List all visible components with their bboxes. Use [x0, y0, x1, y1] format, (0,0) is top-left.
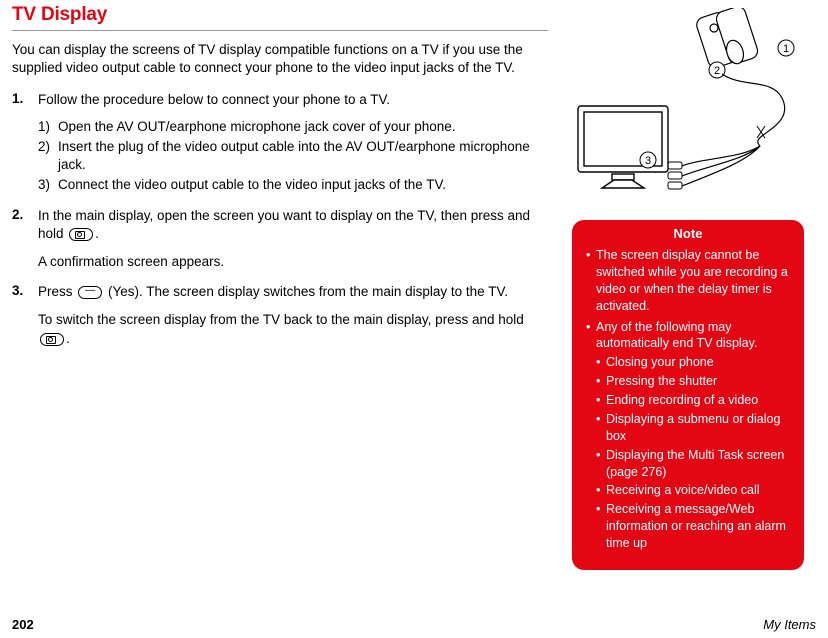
note-subitem: Displaying a submenu or dialog box — [596, 411, 790, 445]
note-item-text: Any of the following may automatically e… — [596, 320, 757, 351]
step-1: 1. Follow the procedure below to connect… — [12, 91, 548, 194]
note-item: The screen display cannot be switched wh… — [586, 247, 790, 315]
note-list: The screen display cannot be switched wh… — [586, 247, 790, 552]
step-after: To switch the screen display from the TV… — [38, 311, 548, 347]
page-number: 202 — [12, 617, 34, 632]
step-3: 3. Press (Yes). The screen display switc… — [12, 283, 548, 348]
note-subitem: Displaying the Multi Task screen (page 2… — [596, 447, 790, 481]
substep-text: Connect the video output cable to the vi… — [58, 176, 446, 194]
step-number: 1. — [12, 91, 28, 109]
substep-1: 1) Open the AV OUT/earphone microphone j… — [38, 118, 548, 136]
step-after-b: . — [66, 331, 70, 346]
note-subitem: Receiving a voice/video call — [596, 482, 790, 499]
step-text: Press (Yes). The screen display switches… — [38, 283, 548, 348]
side-column: 2 1 — [572, 0, 804, 570]
step-after: A confirmation screen appears. — [38, 253, 548, 271]
substep-marker: 1) — [38, 118, 58, 136]
connection-illustration: 2 1 — [572, 8, 804, 208]
step-2: 2. In the main display, open the screen … — [12, 207, 548, 272]
substep-text: Insert the plug of the video output cabl… — [58, 138, 548, 174]
softkey-icon — [78, 286, 102, 299]
step-text-b: . — [95, 226, 99, 241]
main-column: TV Display You can display the screens o… — [12, 0, 572, 570]
substep-3: 3) Connect the video output cable to the… — [38, 176, 548, 194]
step-text: In the main display, open the screen you… — [38, 207, 548, 272]
note-subitem: Pressing the shutter — [596, 373, 790, 390]
title-rule — [12, 30, 548, 31]
substep-marker: 3) — [38, 176, 58, 194]
callout-3: 3 — [645, 155, 651, 167]
section-name: My Items — [763, 617, 816, 632]
page: TV Display You can display the screens o… — [0, 0, 828, 570]
page-footer: 202 My Items — [12, 617, 816, 632]
intro-paragraph: You can display the screens of TV displa… — [12, 41, 548, 77]
step-number: 2. — [12, 207, 28, 272]
step-text-a: In the main display, open the screen you… — [38, 208, 530, 241]
substep-2: 2) Insert the plug of the video output c… — [38, 138, 548, 174]
camera-key-icon — [40, 333, 64, 346]
note-title: Note — [586, 220, 790, 247]
note-sublist: Closing your phone Pressing the shutter … — [596, 354, 790, 552]
step-number: 3. — [12, 283, 28, 348]
note-box: Note The screen display cannot be switch… — [572, 220, 804, 570]
camera-key-icon — [69, 228, 93, 241]
substep-marker: 2) — [38, 138, 58, 174]
note-subitem: Receiving a message/Web information or r… — [596, 501, 790, 552]
step-after-a: To switch the screen display from the TV… — [38, 312, 524, 327]
step-text: Follow the procedure below to connect yo… — [38, 91, 548, 109]
note-subitem: Closing your phone — [596, 354, 790, 371]
note-item: Any of the following may automatically e… — [586, 319, 790, 552]
page-title: TV Display — [12, 4, 548, 26]
callout-1: 1 — [783, 43, 789, 55]
step-text-b: (Yes). The screen display switches from … — [104, 284, 508, 299]
note-subitem: Ending recording of a video — [596, 392, 790, 409]
callout-2: 2 — [714, 65, 720, 77]
step-text-a: Press — [38, 284, 76, 299]
substep-text: Open the AV OUT/earphone microphone jack… — [58, 118, 455, 136]
